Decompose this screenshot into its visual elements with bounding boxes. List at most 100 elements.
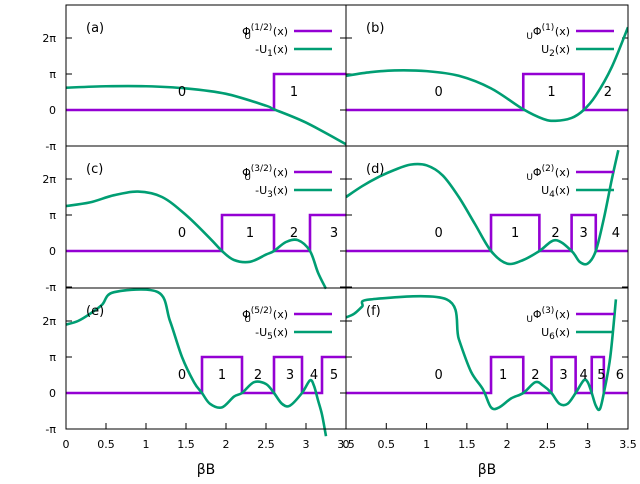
legend-tail: (x) [273, 326, 288, 339]
legend-tail: (x) [555, 166, 570, 179]
y-tick-label: π [49, 351, 56, 364]
legend-sub: U [244, 173, 251, 183]
potential-curve-line [66, 190, 328, 290]
region-label: 1 [290, 85, 298, 100]
y-tick-label: -π [45, 140, 56, 153]
legend-main: Φ [242, 308, 251, 321]
legend-main: -U [255, 326, 267, 339]
x-tick-label: 0 [63, 438, 70, 451]
step-function-line [66, 355, 346, 395]
legend-tail: (x) [555, 326, 570, 339]
step-function-line [66, 72, 346, 112]
legend-entry-1: -U3(x) [255, 184, 288, 200]
x-tick-label: 3 [584, 438, 591, 451]
legend-sup: (1) [542, 23, 555, 33]
potential-curve-line [346, 294, 618, 412]
region-label: 5 [330, 368, 338, 383]
legend-sub: 2 [549, 49, 555, 59]
region-label: 0 [435, 368, 443, 383]
region-label: 2 [254, 368, 262, 383]
legend-sup: (3/2) [251, 164, 273, 174]
legend-tail: (x) [273, 166, 288, 179]
legend-sub: 1 [267, 49, 273, 59]
legend-sup: (3) [542, 306, 555, 316]
potential-curve-line [346, 149, 620, 266]
panel-label: (f) [366, 304, 381, 319]
region-label: 2 [551, 226, 559, 241]
region-label: 0 [178, 85, 186, 100]
panel-4: 0 1 2 3 4 5(e) Φ(5/2) U (x)-U5(x) [66, 288, 346, 437]
legend-main: U [541, 184, 549, 197]
panel-label: (c) [86, 162, 103, 177]
x-tick-label: 3 [303, 438, 310, 451]
panels-layer: 0 1(a) Φ(1/2) U (x)-U1(x)0 1 2(b) Φ(1) U (x)U2(x)… [66, 21, 628, 437]
x-tick-label: 0.5 [378, 438, 396, 451]
legend-entry-0: Φ(2) U (x) [526, 164, 570, 183]
legend-tail: (x) [273, 184, 288, 197]
panel-0: 0 1(a) Φ(1/2) U (x)-U1(x) [66, 21, 346, 147]
legend-entry-0: Φ(3) U (x) [526, 306, 570, 325]
panel-1: 0 1 2(b) Φ(1) U (x)U2(x) [346, 21, 628, 147]
region-label: 1 [218, 368, 226, 383]
region-label: 3 [286, 368, 294, 383]
legend-entry-0: Φ(3/2) U (x) [242, 164, 288, 183]
axes-layer: 2π π 0 -π 2π π 0 -π 2π π 0 -π 0 0.5 1 1.5 2 2.5 3 3.5 βB 0 0.5… [42, 4, 637, 478]
panel-5: 0 1 2 3 4 5 6(f) Φ(3) U (x)U6(x) [346, 294, 628, 430]
legend-sub: 5 [267, 332, 273, 342]
region-label: 4 [612, 226, 620, 241]
region-label: 0 [178, 368, 186, 383]
potential-curve-line [66, 84, 346, 146]
legend-tail: (x) [273, 43, 288, 56]
legend-sup: (1/2) [251, 23, 273, 33]
legend-tail: (x) [555, 43, 570, 56]
legend-tail: (x) [273, 308, 288, 321]
x-tick-label: 1.5 [458, 438, 476, 451]
legend-sup: (5/2) [251, 306, 273, 316]
legend-sup: (2) [542, 164, 555, 174]
y-tick-label: π [49, 209, 56, 222]
legend-entry-1: U2(x) [541, 43, 570, 59]
region-label: 4 [310, 368, 318, 383]
region-label: 2 [531, 368, 539, 383]
legend-main: U [541, 326, 549, 339]
x-tick-label: 1 [423, 438, 430, 451]
x-tick-label: 2 [504, 438, 511, 451]
legend-sub: U [526, 315, 533, 325]
y-tick-label: 2π [42, 315, 56, 328]
legend-sub: U [526, 173, 533, 183]
step-function-line [346, 72, 628, 112]
legend-sub: U [244, 315, 251, 325]
legend-sub: 6 [549, 332, 555, 342]
region-label: 4 [580, 368, 588, 383]
y-tick-label: -π [45, 423, 56, 436]
region-label: 3 [330, 226, 338, 241]
region-label: 6 [616, 368, 624, 383]
legend-main: -U [255, 184, 267, 197]
legend-sub: U [526, 32, 533, 42]
panel-label: (b) [366, 21, 384, 36]
step-function-line [346, 213, 628, 253]
legend-sub: U [244, 32, 251, 42]
legend-entry-1: U6(x) [541, 326, 570, 342]
y-tick-label: 2π [42, 32, 56, 45]
x-axis-label: βB [478, 462, 497, 478]
legend-sub: 4 [549, 190, 555, 200]
y-tick-label: 0 [49, 104, 56, 117]
plot-frame [65, 4, 629, 430]
legend-entry-1: U4(x) [541, 184, 570, 200]
panel-label: (d) [366, 162, 384, 177]
legend-main: Φ [533, 166, 542, 179]
x-tick-label: 1.5 [177, 438, 195, 451]
step-function-line [66, 213, 346, 253]
legend-sub: 3 [267, 190, 273, 200]
potential-curve-line [346, 26, 628, 123]
legend-main: -U [255, 43, 267, 56]
panel-label: (e) [86, 304, 104, 319]
region-label: 0 [178, 226, 186, 241]
legend-tail: (x) [555, 184, 570, 197]
potential-curve-line [66, 288, 328, 437]
legend-entry-0: Φ(5/2) U (x) [242, 306, 288, 325]
legend-main: Φ [242, 166, 251, 179]
